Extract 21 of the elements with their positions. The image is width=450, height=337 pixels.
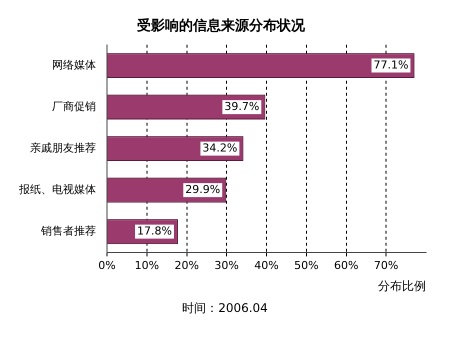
text: 时间：2006.04 bbox=[181, 300, 269, 317]
x-tick-label: 20% bbox=[174, 258, 199, 272]
chart-title: 受影响的信息来源分布状况 bbox=[136, 18, 306, 34]
x-tick-label: 0% bbox=[98, 258, 116, 272]
y-tick-label: 网络媒体 bbox=[52, 58, 96, 72]
y-tick-label: 报纸、电视媒体 bbox=[18, 182, 96, 196]
x-tick-label: 60% bbox=[334, 258, 358, 272]
data-label: 77.1% bbox=[373, 58, 408, 72]
data-label: 39.7% bbox=[224, 100, 260, 113]
x-tick-label: 10% bbox=[134, 258, 160, 272]
data-label: 29.9% bbox=[185, 182, 220, 196]
y-tick-label: 厂商促销 bbox=[52, 100, 96, 113]
x-tick-label: 50% bbox=[294, 258, 319, 272]
y-tick-label: 亲戚朋友推荐 bbox=[30, 141, 96, 154]
data-label: 17.8% bbox=[137, 224, 172, 238]
data-label: 34.2% bbox=[202, 141, 238, 154]
y-tick-label: 销售者推荐 bbox=[40, 224, 96, 238]
x-tick-label: 70% bbox=[374, 258, 398, 272]
x-axis-title: 分布比例 bbox=[378, 278, 426, 293]
x-tick-label: 40% bbox=[254, 258, 279, 272]
x-tick-label: 30% bbox=[214, 258, 239, 272]
